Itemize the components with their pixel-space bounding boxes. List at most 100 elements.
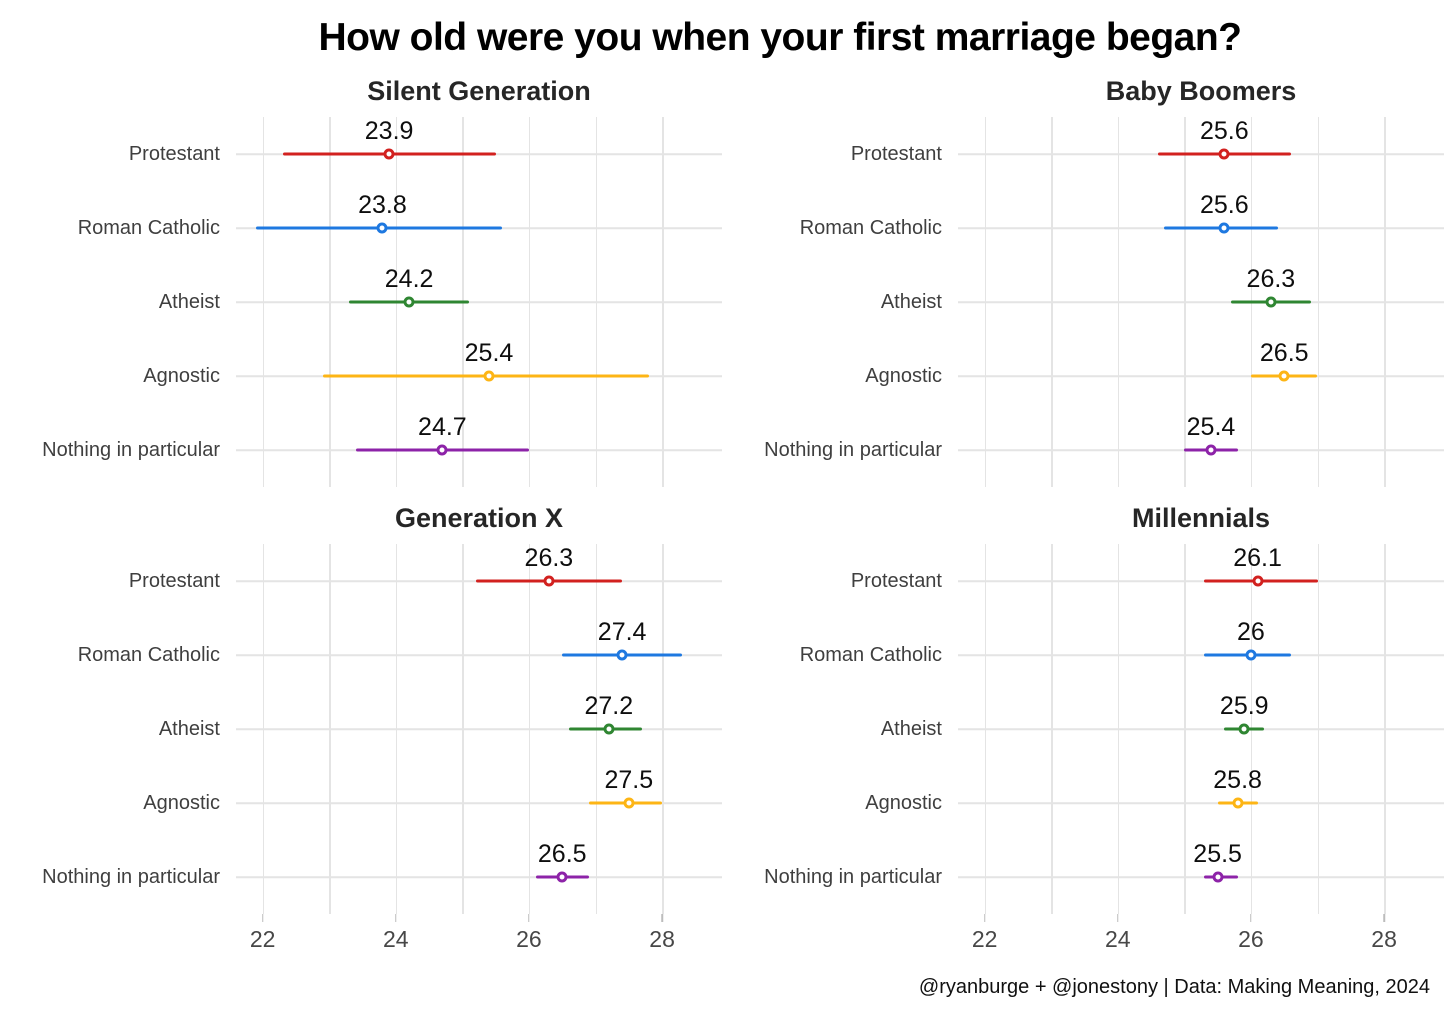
panels-grid: Silent Generation Protestant Roman Catholi… — [6, 76, 1444, 960]
value-label: 25.4 — [464, 339, 514, 367]
value-label: 25.6 — [1199, 191, 1249, 219]
data-row-nothing-in-particular: 24.7 — [236, 413, 722, 487]
category-label-agnostic: Agnostic — [143, 791, 220, 814]
category-labels: Protestant Roman Catholic Atheist Agnostic N… — [728, 117, 958, 487]
panel-millennials: Millennials Protestant Roman Catholic Athei… — [728, 503, 1444, 960]
point-marker — [483, 370, 495, 382]
data-row-atheist: 27.2 — [236, 692, 722, 766]
grid-h-line — [958, 876, 1444, 878]
x-tick-label: 24 — [382, 926, 409, 952]
grid-h-line — [236, 654, 722, 656]
category-label-atheist: Atheist — [880, 717, 942, 740]
value-label: 23.9 — [364, 117, 414, 145]
grid-h-line — [958, 802, 1444, 804]
x-tick — [261, 914, 264, 922]
plot-area: 26.3 27.4 27.2 27.5 26.5 — [236, 544, 722, 914]
value-label: 27.2 — [584, 692, 634, 720]
value-label: 24.7 — [418, 413, 467, 441]
panel-title: Generation X — [394, 503, 564, 533]
panel-baby-boomers: Baby Boomers Protestant Roman Catholic Athe… — [728, 76, 1444, 487]
point-marker — [603, 723, 615, 735]
value-label: 25.4 — [1186, 413, 1236, 441]
category-label-nothing-in-particular: Nothing in particular — [764, 865, 942, 888]
value-label: 26.3 — [1246, 265, 1296, 293]
x-tick-label: 28 — [1371, 926, 1397, 952]
data-row-atheist: 25.9 — [958, 692, 1444, 766]
category-label-roman-catholic: Roman Catholic — [77, 643, 220, 666]
category-label-nothing-in-particular: Nothing in particular — [42, 438, 220, 461]
grid-h-line — [958, 580, 1444, 582]
x-tick-label: 26 — [1238, 926, 1264, 952]
x-tick-label: 28 — [649, 926, 675, 952]
value-label: 26.5 — [537, 840, 587, 868]
x-tick — [1117, 914, 1119, 922]
point-marker — [556, 871, 568, 883]
value-label: 27.4 — [597, 618, 647, 646]
data-row-agnostic: 26.5 — [958, 339, 1444, 413]
point-marker — [1212, 871, 1224, 883]
category-label-protestant: Protestant — [850, 569, 942, 592]
category-label-agnostic: Agnostic — [143, 364, 220, 387]
data-row-atheist: 26.3 — [958, 265, 1444, 339]
category-label-agnostic: Agnostic — [865, 791, 942, 814]
category-label-atheist: Atheist — [158, 717, 220, 740]
point-marker — [1238, 723, 1250, 735]
category-label-protestant: Protestant — [850, 142, 942, 165]
grid-h-line — [958, 301, 1444, 303]
point-marker — [1265, 296, 1277, 308]
category-label-agnostic: Agnostic — [865, 364, 942, 387]
value-label: 25.9 — [1219, 692, 1269, 720]
value-label: 26.5 — [1259, 339, 1309, 367]
x-tick-label: 22 — [971, 926, 998, 952]
point-marker — [403, 296, 415, 308]
category-label-protestant: Protestant — [128, 142, 220, 165]
grid-h-line — [958, 728, 1444, 730]
point-marker — [1252, 575, 1264, 587]
chart-title: How old were you when your first marriag… — [318, 16, 1242, 59]
grid-h-line — [236, 301, 722, 303]
x-tick-label: 22 — [249, 926, 276, 952]
data-row-agnostic: 25.8 — [958, 766, 1444, 840]
data-row-protestant: 23.9 — [236, 117, 722, 191]
category-label-atheist: Atheist — [158, 290, 220, 313]
x-tick-label: 26 — [516, 926, 542, 952]
data-row-roman-catholic: 27.4 — [236, 618, 722, 692]
data-row-atheist: 24.2 — [236, 265, 722, 339]
panel-silent-generation: Silent Generation Protestant Roman Catholi… — [6, 76, 722, 487]
category-label-roman-catholic: Roman Catholic — [799, 216, 942, 239]
point-marker — [1218, 148, 1230, 160]
value-label: 24.2 — [384, 265, 434, 293]
plot-area: 26.1 26 25.9 25.8 25.5 — [958, 544, 1444, 914]
grid-h-line — [236, 802, 722, 804]
value-label: 25.6 — [1199, 117, 1249, 145]
grid-h-line — [958, 375, 1444, 377]
value-label: 25.5 — [1193, 840, 1242, 868]
data-row-roman-catholic: 25.6 — [958, 191, 1444, 265]
value-label: 27.5 — [604, 766, 654, 794]
point-marker — [1245, 649, 1257, 661]
point-marker — [623, 797, 635, 809]
point-marker — [616, 649, 628, 661]
category-label-roman-catholic: Roman Catholic — [799, 643, 942, 666]
data-row-agnostic: 25.4 — [236, 339, 722, 413]
x-tick — [528, 914, 530, 922]
credit-line: @ryanburge + @jonestony | Data: Making M… — [918, 976, 1430, 998]
data-row-protestant: 26.1 — [958, 544, 1444, 618]
point-marker — [1278, 370, 1290, 382]
category-label-nothing-in-particular: Nothing in particular — [42, 865, 220, 888]
data-row-roman-catholic: 23.8 — [236, 191, 722, 265]
data-row-protestant: 25.6 — [958, 117, 1444, 191]
x-tick — [661, 914, 663, 922]
grid-h-line — [236, 728, 722, 730]
data-row-nothing-in-particular: 25.4 — [958, 413, 1444, 487]
point-marker — [383, 148, 395, 160]
category-label-roman-catholic: Roman Catholic — [77, 216, 220, 239]
x-axis: 22 24 26 28 — [958, 914, 1444, 960]
panel-generation-x: Generation X Protestant Roman Catholic Athe… — [6, 503, 722, 960]
x-tick-label: 24 — [1104, 926, 1131, 952]
point-marker — [1218, 222, 1230, 234]
panel-title: Silent Generation — [367, 76, 591, 106]
grid-h-line — [958, 654, 1444, 656]
x-tick — [1383, 914, 1385, 922]
